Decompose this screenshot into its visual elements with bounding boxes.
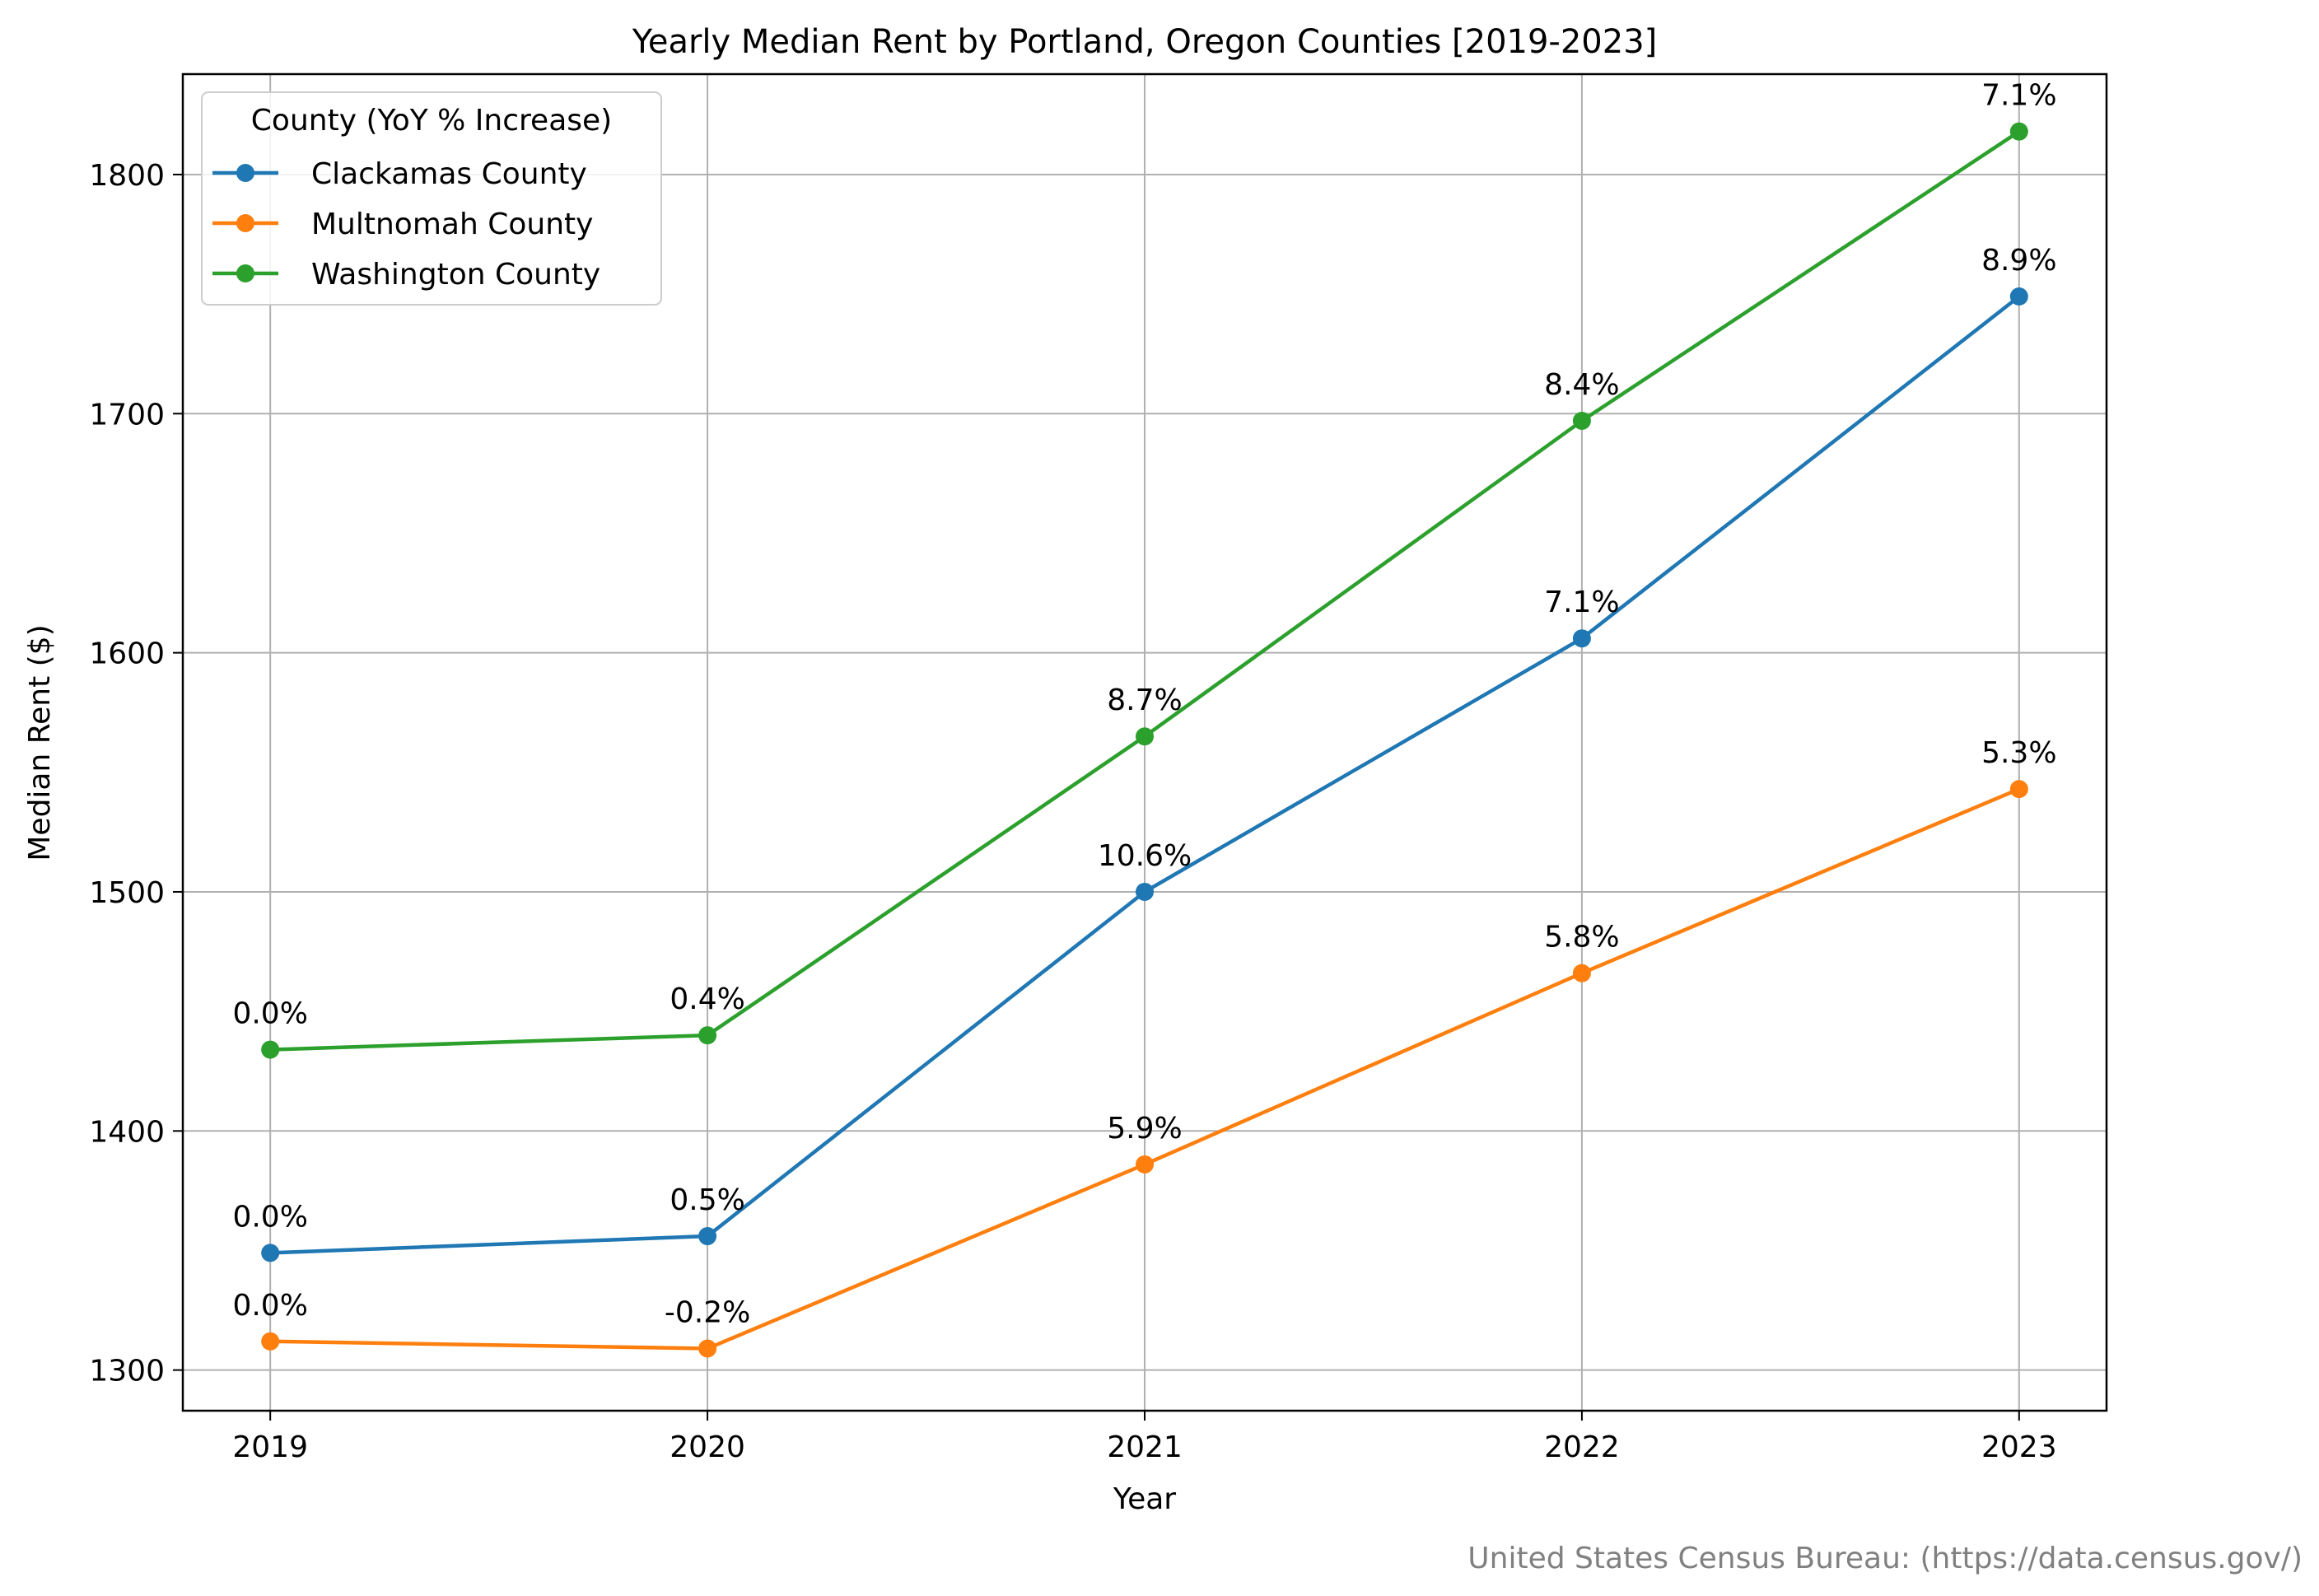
data-label-washington-county: 8.7% xyxy=(1107,684,1182,717)
series-layer: 0.0% 0.5% 10.6% 7.1% 8.9% 0.0% -0.2% 5.9% 5.8% 5.… xyxy=(232,79,2057,1358)
y-tick-label: 1700 xyxy=(89,398,165,432)
data-label-multnomah-county: 5.8% xyxy=(1544,921,1619,954)
data-point-multnomah-county xyxy=(1572,964,1591,982)
data-label-clackamas-county: 8.9% xyxy=(1981,244,2056,278)
legend-label-multnomah-county: Multnomah County xyxy=(311,208,593,241)
data-point-multnomah-county xyxy=(261,1332,280,1351)
chart-title: Yearly Median Rent by Portland, Oregon C… xyxy=(632,23,1658,61)
data-point-clackamas-county xyxy=(1572,629,1591,648)
data-label-washington-county: 0.4% xyxy=(670,982,744,1016)
data-label-multnomah-county: 5.9% xyxy=(1107,1112,1182,1146)
ticks: 2019 2020 2021 2022 2023 1300 1400 1500 1600 1700… xyxy=(89,159,2056,1464)
data-label-multnomah-county: 5.3% xyxy=(1981,736,2056,770)
data-label-multnomah-county: -0.2% xyxy=(665,1296,750,1330)
legend-marker-multnomah-county xyxy=(236,214,254,232)
source-note: United States Census Bureau: (https://da… xyxy=(1467,1542,2303,1575)
data-point-washington-county xyxy=(1136,727,1154,746)
legend-box xyxy=(201,91,662,306)
legend: County (YoY % Increase) Clackamas County… xyxy=(201,91,662,306)
legend-label-washington-county: Washington County xyxy=(311,258,600,292)
legend-label-clackamas-county: Clackamas County xyxy=(311,157,587,191)
data-point-washington-county xyxy=(261,1040,280,1059)
x-tick-label: 2020 xyxy=(670,1430,745,1464)
data-label-washington-county: 7.1% xyxy=(1981,79,2056,113)
x-axis-label: Year xyxy=(1113,1482,1176,1516)
x-tick-label: 2022 xyxy=(1544,1430,1620,1464)
data-point-washington-county xyxy=(698,1026,717,1045)
x-tick-label: 2019 xyxy=(232,1430,308,1464)
data-point-washington-county xyxy=(2009,122,2028,141)
data-point-multnomah-county xyxy=(2009,780,2028,799)
y-tick-label: 1300 xyxy=(89,1355,165,1388)
data-point-clackamas-county xyxy=(1136,882,1154,901)
y-tick-label: 1400 xyxy=(89,1115,165,1149)
data-point-multnomah-county xyxy=(1136,1155,1154,1174)
legend-title: County (YoY % Increase) xyxy=(251,104,612,138)
data-point-washington-county xyxy=(1572,411,1591,430)
x-tick-label: 2021 xyxy=(1107,1430,1183,1464)
data-label-clackamas-county: 0.5% xyxy=(670,1183,744,1217)
data-label-clackamas-county: 0.0% xyxy=(232,1200,307,1234)
legend-marker-clackamas-county xyxy=(236,164,254,182)
data-label-clackamas-county: 10.6% xyxy=(1098,839,1192,873)
y-tick-label: 1500 xyxy=(89,876,165,910)
legend-marker-washington-county xyxy=(236,264,254,282)
data-label-washington-county: 0.0% xyxy=(232,997,307,1031)
data-point-clackamas-county xyxy=(698,1227,717,1246)
data-label-washington-county: 8.4% xyxy=(1544,368,1619,402)
y-axis-label: Median Rent ($) xyxy=(23,624,57,861)
data-point-multnomah-county xyxy=(698,1339,717,1358)
x-tick-label: 2023 xyxy=(1981,1430,2057,1464)
y-tick-label: 1600 xyxy=(89,637,165,671)
data-point-clackamas-county xyxy=(2009,287,2028,306)
data-label-multnomah-county: 0.0% xyxy=(232,1289,307,1323)
data-point-clackamas-county xyxy=(261,1244,280,1262)
y-tick-label: 1800 xyxy=(89,159,165,193)
data-label-clackamas-county: 7.1% xyxy=(1544,586,1619,619)
